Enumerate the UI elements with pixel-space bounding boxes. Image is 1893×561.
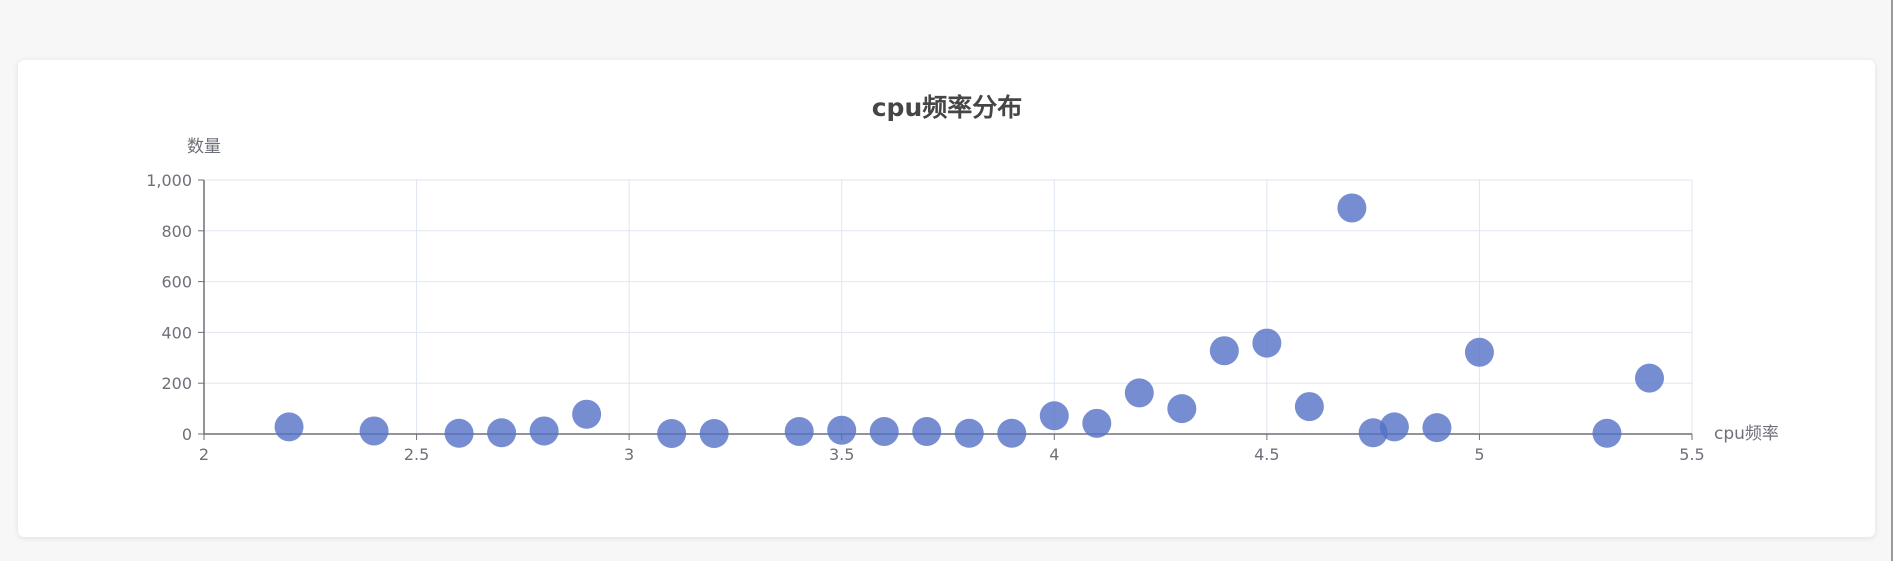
data-point (997, 418, 1027, 448)
axes (198, 179, 1693, 440)
data-point (1209, 336, 1239, 366)
data-point (1337, 193, 1367, 223)
y-tick-label: 1,000 (146, 171, 192, 190)
data-point (699, 418, 729, 448)
y-tick-label: 200 (161, 374, 192, 393)
data-point (572, 399, 602, 429)
chart-title: cpu频率分布 (872, 93, 1023, 122)
data-point (1167, 394, 1197, 424)
data-point (1464, 337, 1494, 367)
data-point (444, 418, 474, 448)
x-tick-label: 5 (1474, 445, 1484, 464)
y-tick-label: 400 (161, 323, 192, 342)
data-point (274, 412, 304, 442)
data-points (274, 193, 1664, 448)
data-point (1422, 413, 1452, 443)
data-point (1592, 418, 1622, 448)
window-edge (1891, 0, 1893, 561)
x-tick-label: 2.5 (404, 445, 429, 464)
x-tick-label: 3 (624, 445, 634, 464)
y-tick-label: 800 (161, 222, 192, 241)
y-tick-label: 600 (161, 273, 192, 292)
data-point (657, 418, 687, 448)
data-point (954, 418, 984, 448)
data-point (784, 416, 814, 446)
grid-lines (204, 179, 1693, 434)
data-point (1039, 401, 1069, 431)
data-point (359, 416, 389, 446)
data-point (869, 416, 899, 446)
x-tick-label: 4 (1049, 445, 1059, 464)
data-point (1294, 392, 1324, 422)
y-axis-label: 数量 (187, 137, 221, 157)
y-tick-label: 0 (182, 425, 192, 444)
x-tick-label: 5.5 (1679, 445, 1704, 464)
data-point (827, 415, 857, 445)
x-tick-label: 2 (199, 445, 209, 464)
data-point (1252, 328, 1282, 358)
x-tick-label: 3.5 (829, 445, 854, 464)
x-axis-label: cpu频率 (1714, 424, 1779, 444)
data-point (1379, 412, 1409, 442)
data-point (487, 418, 517, 448)
data-point (529, 416, 559, 446)
data-point (1634, 363, 1664, 393)
data-point (1124, 378, 1154, 408)
data-point (912, 416, 942, 446)
data-point (1082, 408, 1112, 438)
x-tick-label: 4.5 (1254, 445, 1279, 464)
tick-labels: 2 2.5 3 3.5 4 4.5 5 5.5 0 200 400 600 800 1,000 (146, 171, 1705, 464)
chart-card (18, 60, 1875, 537)
